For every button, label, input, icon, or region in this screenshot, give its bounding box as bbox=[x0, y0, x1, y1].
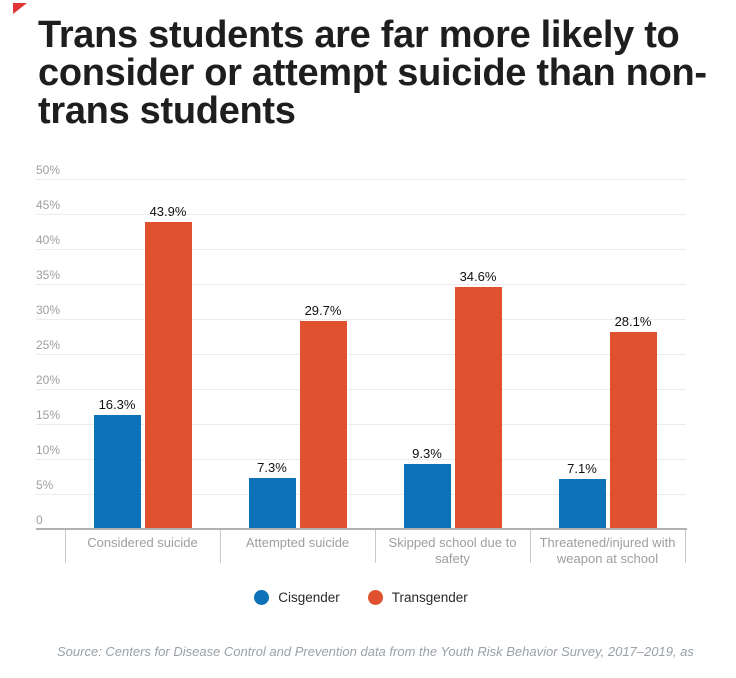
source-note: Source: Centers for Disease Control and … bbox=[57, 644, 694, 659]
bar-cisgender[interactable] bbox=[558, 479, 606, 529]
legend-dot-transgender-icon bbox=[367, 590, 383, 605]
y-gridline bbox=[36, 179, 686, 180]
chart-title: Trans students are far more likely to co… bbox=[38, 14, 707, 132]
category-label: Threatened/injured with weapon at school bbox=[539, 535, 676, 566]
bar-transgender[interactable] bbox=[144, 221, 192, 529]
bar-value-label: 9.3% bbox=[412, 445, 442, 461]
x-axis-tick bbox=[220, 530, 221, 563]
y-gridline bbox=[36, 249, 686, 250]
legend-dot-cisgender-icon bbox=[254, 590, 270, 605]
category-label: Skipped school due to safety bbox=[388, 535, 517, 566]
bar-value-label: 43.9% bbox=[149, 203, 187, 219]
y-gridline bbox=[36, 214, 686, 215]
legend-item-transgender[interactable]: Transgender bbox=[367, 590, 468, 605]
bar-value-label: 29.7% bbox=[304, 303, 342, 319]
bar-cisgender[interactable] bbox=[93, 414, 141, 529]
legend: Cisgender Transgender bbox=[36, 590, 686, 605]
bar-value-label: 7.1% bbox=[567, 461, 597, 477]
bar-transgender[interactable] bbox=[609, 332, 657, 529]
legend-label: Transgender bbox=[391, 590, 468, 605]
x-axis-line bbox=[36, 528, 687, 530]
legend-label: Cisgender bbox=[278, 590, 340, 605]
y-axis-tick-label: 0 bbox=[36, 513, 43, 527]
y-gridline bbox=[36, 494, 686, 495]
y-axis-tick-label: 15% bbox=[36, 408, 61, 422]
y-axis-tick-label: 30% bbox=[36, 303, 61, 317]
y-axis-tick-label: 45% bbox=[36, 198, 61, 212]
y-axis-tick-label: 20% bbox=[36, 373, 61, 387]
y-gridline bbox=[36, 424, 686, 425]
red-triangle-marker bbox=[13, 3, 27, 14]
y-axis-tick-label: 10% bbox=[36, 443, 61, 457]
category-label: Attempted suicide bbox=[245, 535, 350, 550]
x-axis-tick bbox=[65, 530, 66, 563]
legend-item-cisgender[interactable]: Cisgender bbox=[254, 590, 340, 605]
bar-value-label: 16.3% bbox=[98, 396, 136, 412]
y-gridline bbox=[36, 284, 686, 285]
y-axis-tick-label: 25% bbox=[36, 338, 61, 352]
bar-value-label: 34.6% bbox=[459, 268, 497, 284]
y-gridline bbox=[36, 459, 686, 460]
y-gridline bbox=[36, 319, 686, 320]
bar-value-label: 28.1% bbox=[614, 314, 652, 330]
y-gridline bbox=[36, 354, 686, 355]
bar-value-label: 7.3% bbox=[257, 459, 287, 475]
bar-transgender[interactable] bbox=[299, 321, 347, 529]
bar-transgender[interactable] bbox=[454, 286, 502, 529]
x-axis-tick bbox=[685, 530, 686, 563]
y-axis-tick-label: 35% bbox=[36, 268, 61, 282]
y-axis-tick-label: 50% bbox=[36, 163, 61, 177]
x-axis-tick bbox=[375, 530, 376, 563]
y-axis-tick-label: 40% bbox=[36, 233, 61, 247]
category-label: Considered suicide bbox=[87, 535, 198, 550]
y-axis-tick-label: 5% bbox=[36, 478, 54, 492]
bar-cisgender[interactable] bbox=[403, 463, 451, 529]
bar-cisgender[interactable] bbox=[248, 477, 296, 529]
x-axis-tick bbox=[530, 530, 531, 563]
y-gridline bbox=[36, 389, 686, 390]
